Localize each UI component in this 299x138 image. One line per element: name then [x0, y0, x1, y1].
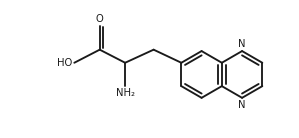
Text: O: O — [96, 14, 103, 24]
Text: N: N — [238, 100, 246, 110]
Text: NH₂: NH₂ — [116, 88, 135, 98]
Text: N: N — [238, 39, 246, 49]
Text: HO: HO — [57, 58, 72, 68]
